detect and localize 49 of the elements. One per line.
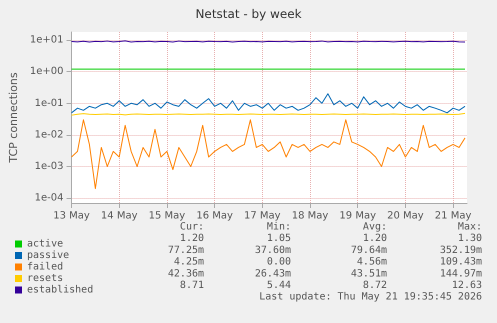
- text: 4.56m: [356, 256, 388, 268]
- text: 12.63: [452, 280, 482, 291]
- legend-label: failed: [27, 262, 64, 272]
- text: 26.43m: [254, 268, 291, 280]
- text: 4.25m: [174, 256, 204, 268]
- x-tick-label: 15 May: [148, 210, 186, 222]
- text: Last update: Thu May 21 19:35:45 2026: [259, 292, 482, 303]
- chart-title: Netstat - by week: [195, 7, 302, 21]
- y-tick-label: 1e+01: [30, 34, 64, 46]
- text: 8.72: [362, 280, 388, 291]
- legend-label: established: [27, 284, 94, 296]
- x-tick-label: 19 May: [339, 210, 376, 222]
- text: 5.44: [266, 280, 292, 291]
- text: 1.20: [362, 233, 388, 244]
- text: 1.20: [180, 233, 204, 244]
- x-tick-label: 20 May: [387, 210, 424, 222]
- y-tick-label: 1e-03: [34, 160, 64, 172]
- text: 109.43m: [440, 256, 482, 268]
- line-series: [71, 93, 466, 114]
- text: 144.97m: [440, 268, 482, 280]
- text: 77.25m: [168, 244, 204, 256]
- y-tick-label: 1e-02: [34, 129, 64, 140]
- text: Avg:: [362, 222, 388, 232]
- x-tick-label: 18 May: [292, 210, 328, 222]
- text: Cur:: [180, 222, 204, 232]
- y-tick-label: 1e-04: [34, 192, 64, 204]
- legend-label: passive: [27, 250, 70, 261]
- text: 1.30: [458, 233, 482, 244]
- text: 79.64m: [350, 244, 387, 256]
- y-tick-label: 1e+00: [30, 66, 64, 78]
- x-tick-label: 21 May: [434, 210, 472, 222]
- y-tick-label: 1e-01: [34, 98, 64, 109]
- text: 8.71: [180, 280, 204, 291]
- text: 43.51m: [350, 268, 387, 280]
- x-tick-label: 14 May: [100, 210, 138, 222]
- text: 352.19m: [440, 244, 482, 256]
- x-tick-label: 17 May: [244, 210, 281, 222]
- legend-label: resets: [27, 273, 64, 284]
- legend-label: active: [27, 238, 64, 250]
- x-tick-label: 13 May: [53, 210, 90, 222]
- y-axis-title: TCP connections: [7, 72, 20, 164]
- text: 1.05: [266, 233, 292, 244]
- text: Min:: [266, 222, 292, 232]
- x-tick-label: 16 May: [196, 210, 233, 222]
- text: 0.00: [266, 256, 292, 268]
- line-series: [71, 119, 466, 190]
- text: 42.36m: [168, 268, 204, 280]
- text: 37.60m: [254, 244, 291, 256]
- text: Max:: [458, 222, 482, 232]
